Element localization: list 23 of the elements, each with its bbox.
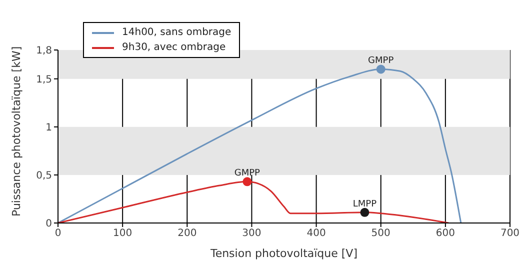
y-tick-label: 0 bbox=[46, 218, 52, 230]
x-tick-label: 100 bbox=[113, 228, 132, 240]
point bbox=[360, 208, 370, 217]
y-tick-label: 1,8 bbox=[36, 46, 52, 57]
x-tick-label: 400 bbox=[306, 228, 326, 240]
y-tick-label: 0,5 bbox=[36, 170, 52, 182]
y-axis-title: Puissance photovoltaïque [kW] bbox=[10, 46, 23, 216]
y-tick-label: 1,5 bbox=[36, 74, 52, 86]
x-tick-label: 200 bbox=[178, 228, 197, 240]
x-tick-label: 500 bbox=[371, 228, 390, 240]
annotation: GMPP bbox=[368, 56, 394, 66]
legend-label: 9h30, avec ombrage bbox=[122, 41, 226, 55]
x-tick-label: 600 bbox=[436, 228, 455, 240]
annotation: GMPP bbox=[234, 168, 261, 179]
y-tick-label: 1 bbox=[46, 122, 52, 134]
annotation: LMPP bbox=[352, 199, 378, 210]
point bbox=[242, 177, 252, 186]
x-tick-label: 300 bbox=[242, 228, 262, 240]
legend-label: 14h00, sans ombrage bbox=[122, 26, 232, 40]
point bbox=[376, 64, 386, 74]
x-tick-label: 700 bbox=[500, 228, 520, 240]
x-axis-title: Tension photovoltaïque [V] bbox=[209, 247, 358, 260]
x-tick-label: 0 bbox=[54, 228, 62, 240]
